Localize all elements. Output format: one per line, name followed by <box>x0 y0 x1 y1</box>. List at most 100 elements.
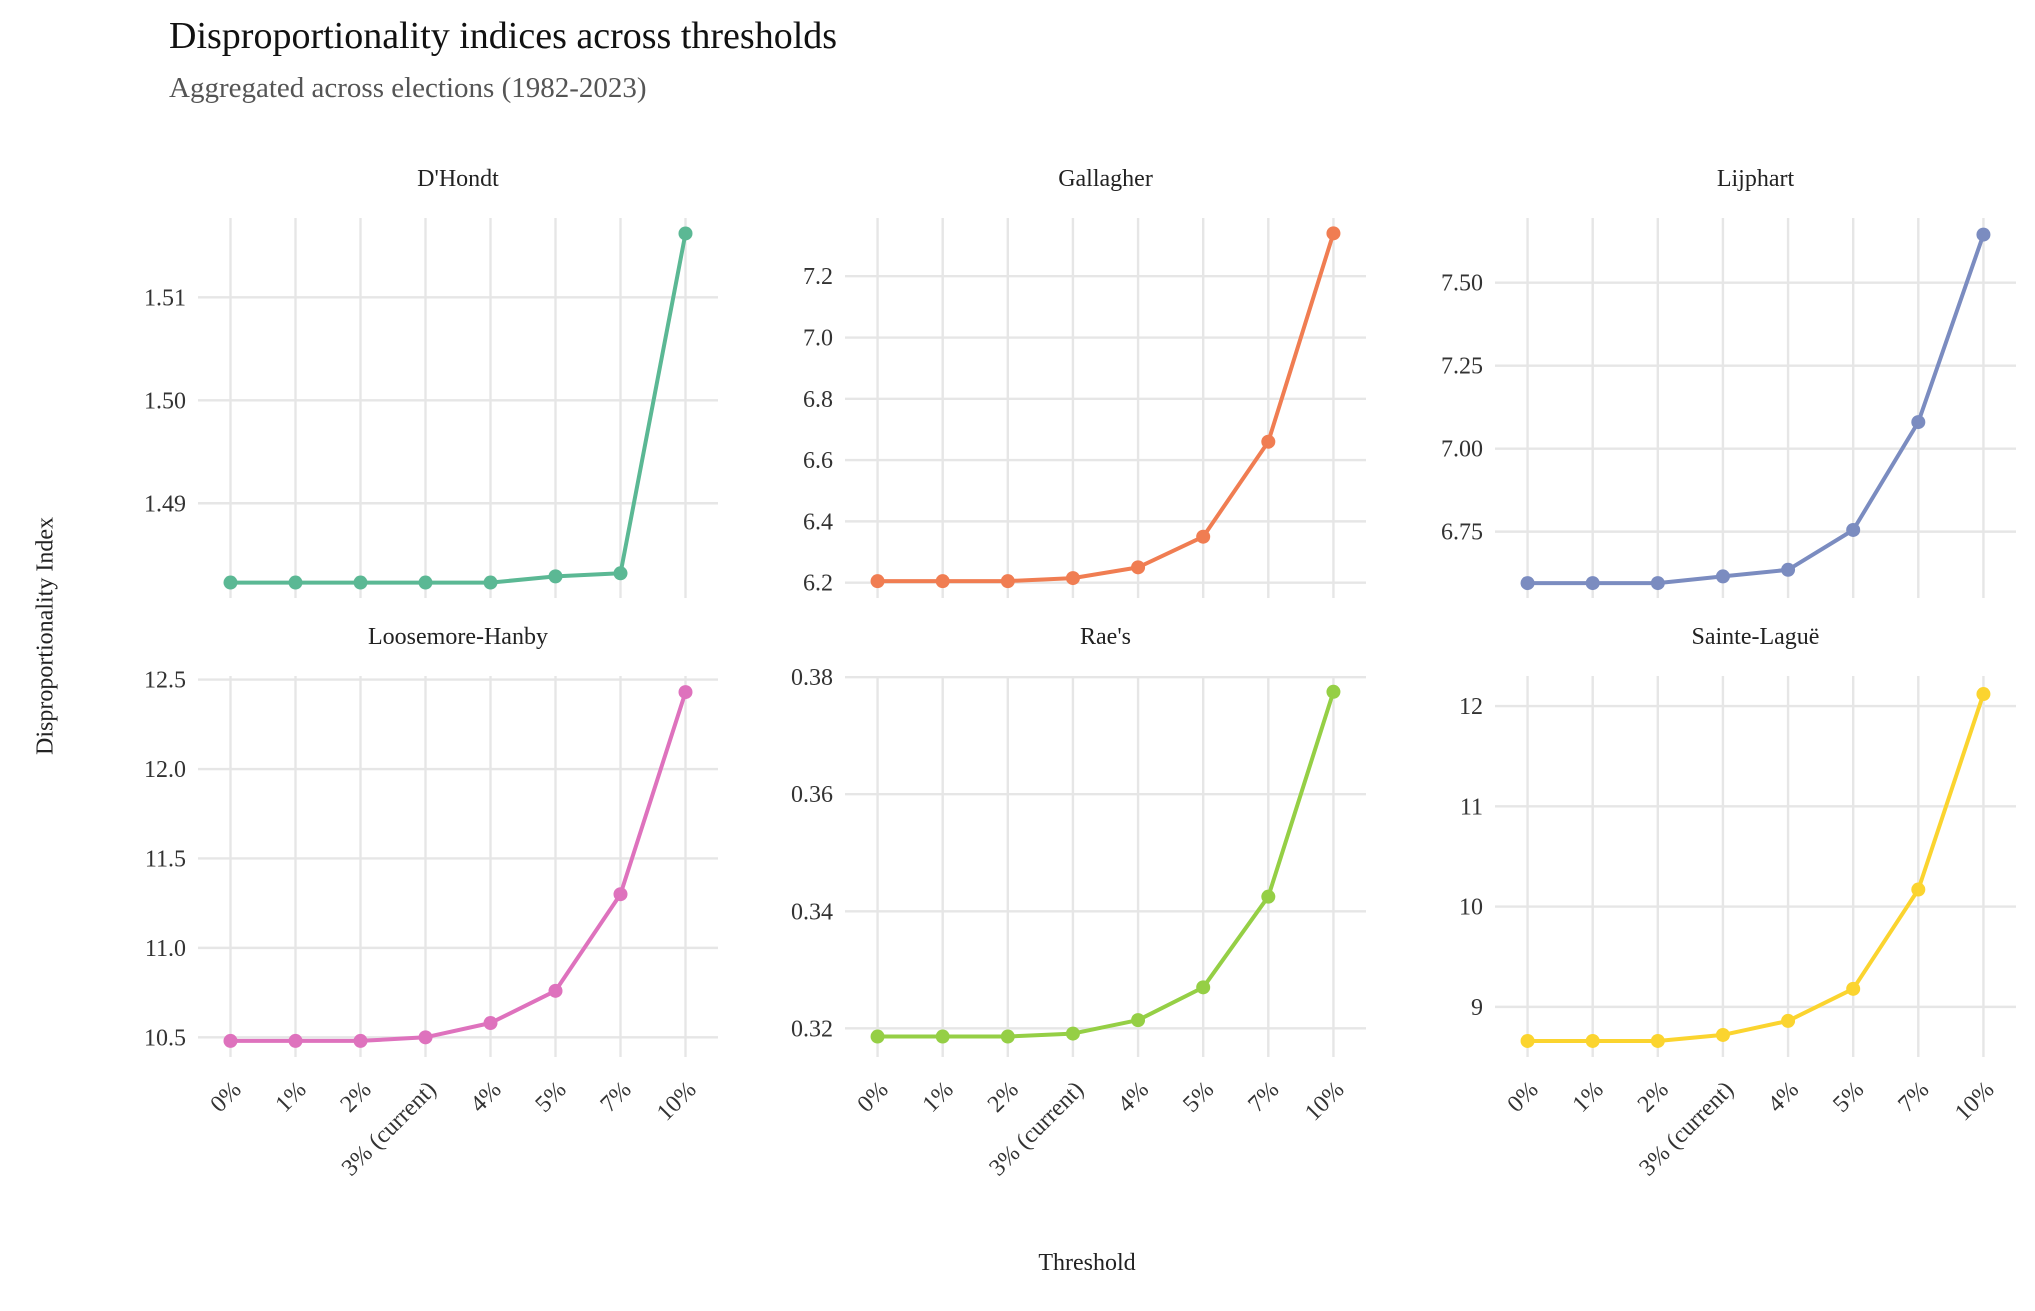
facet-label: Sainte-Laguë <box>1692 624 1820 650</box>
data-point <box>1781 562 1796 577</box>
series-line <box>230 691 688 1043</box>
x-tick-label: 1% <box>918 1077 959 1118</box>
chart-subtitle: Aggregated across elections (1982-2023) <box>169 72 647 104</box>
data-point <box>935 1029 950 1044</box>
series-line <box>877 232 1336 584</box>
data-point <box>1520 576 1535 591</box>
data-point <box>223 1033 238 1048</box>
data-point <box>613 566 628 581</box>
y-tick-label: 0.32 <box>791 1016 833 1042</box>
data-point <box>1261 434 1276 449</box>
data-point <box>1715 1027 1730 1042</box>
y-tick-label: 6.8 <box>803 387 833 413</box>
data-point <box>1715 569 1730 584</box>
data-point <box>353 575 368 590</box>
y-tick-label: 11.0 <box>145 936 186 962</box>
y-tick-label: 10.5 <box>144 1025 186 1051</box>
y-tick-label: 7.00 <box>1441 437 1483 463</box>
data-point <box>1976 227 1991 242</box>
y-tick-label: 1.50 <box>144 388 186 414</box>
y-tick-label: 6.4 <box>803 509 833 535</box>
y-tick-label: 11.5 <box>145 846 186 872</box>
data-point <box>935 574 950 589</box>
data-point <box>353 1033 368 1048</box>
data-point <box>613 887 628 902</box>
x-tick-label: 7% <box>596 1077 637 1118</box>
chart-title: Disproportionality indices across thresh… <box>169 15 838 57</box>
data-point <box>1846 981 1861 996</box>
x-tick-label: 2% <box>1633 1077 1674 1118</box>
y-tick-label: 1.49 <box>144 491 186 517</box>
y-tick-label: 12.0 <box>144 757 186 783</box>
data-point <box>1911 415 1926 430</box>
data-point <box>1065 571 1080 586</box>
x-tick-label: 1% <box>271 1077 312 1118</box>
data-point <box>548 569 563 584</box>
x-tick-label: 2% <box>336 1077 377 1118</box>
x-tick-label: 7% <box>1243 1077 1284 1118</box>
x-tick-label: 0% <box>1503 1077 1544 1118</box>
x-tick-label: 2% <box>983 1077 1024 1118</box>
data-point <box>1585 1033 1600 1048</box>
data-point <box>678 226 693 241</box>
y-tick-label: 0.36 <box>791 782 833 808</box>
data-point <box>1585 576 1600 591</box>
data-point <box>1326 684 1341 699</box>
x-tick-label: 5% <box>1828 1077 1869 1118</box>
data-point <box>223 575 238 590</box>
x-tick-label: 1% <box>1568 1077 1609 1118</box>
facet-gallagher: 6.2 6.4 6.6 6.8 7.0 7.2 Gallagher <box>803 166 1366 598</box>
facet-label: Gallagher <box>1058 166 1153 192</box>
data-point <box>288 1033 303 1048</box>
y-tick-label: 9 <box>1471 995 1483 1021</box>
data-point <box>1065 1026 1080 1041</box>
x-axis-label: Threshold <box>1038 1250 1136 1276</box>
data-point <box>1196 980 1211 995</box>
x-tick-label: 0% <box>853 1077 894 1118</box>
x-tick-label: 0% <box>206 1077 247 1118</box>
data-point <box>288 575 303 590</box>
data-point <box>1846 522 1861 537</box>
data-point <box>870 574 885 589</box>
y-tick-label: 7.0 <box>803 326 833 352</box>
facet-loosemore-hanby: 10.5 11.0 11.5 12.0 12.5 Loosemore-Hanby 0% 1% 2… <box>144 624 718 1181</box>
y-tick-label: 7.50 <box>1441 271 1483 297</box>
y-tick-label: 1.51 <box>144 285 186 311</box>
data-point <box>548 983 563 998</box>
data-point <box>1131 1013 1146 1028</box>
y-tick-label: 7.2 <box>803 264 833 290</box>
data-point <box>483 575 498 590</box>
y-tick-label: 6.2 <box>803 571 833 597</box>
y-tick-label: 6.75 <box>1441 520 1483 546</box>
x-tick-label: 7% <box>1893 1077 1934 1118</box>
y-tick-label: 0.34 <box>791 899 833 925</box>
series-line <box>1527 233 1986 586</box>
data-point <box>483 1016 498 1031</box>
data-point <box>1196 529 1211 544</box>
data-point <box>1650 1033 1665 1048</box>
series-line <box>877 691 1336 1039</box>
data-point <box>1781 1013 1796 1028</box>
x-tick-label: 5% <box>531 1077 572 1118</box>
data-point <box>870 1029 885 1044</box>
data-point <box>1911 882 1926 897</box>
data-point <box>418 575 433 590</box>
data-point <box>678 685 693 700</box>
x-tick-label: 4% <box>1113 1077 1154 1118</box>
data-point <box>1131 560 1146 575</box>
data-point <box>1976 687 1991 702</box>
facet-d-hondt: 1.49 1.50 1.51 D'Hondt <box>144 166 718 598</box>
y-tick-label: 0.38 <box>791 665 833 691</box>
facet-label: Rae's <box>1080 624 1131 650</box>
y-tick-label: 12.5 <box>144 668 186 694</box>
y-tick-label: 12 <box>1459 694 1483 720</box>
y-tick-label: 10 <box>1459 895 1483 921</box>
data-point <box>1650 576 1665 591</box>
x-tick-label: 4% <box>466 1077 507 1118</box>
data-point <box>1326 226 1341 241</box>
series-line <box>1527 693 1986 1043</box>
x-tick-label: 10% <box>1300 1077 1349 1126</box>
